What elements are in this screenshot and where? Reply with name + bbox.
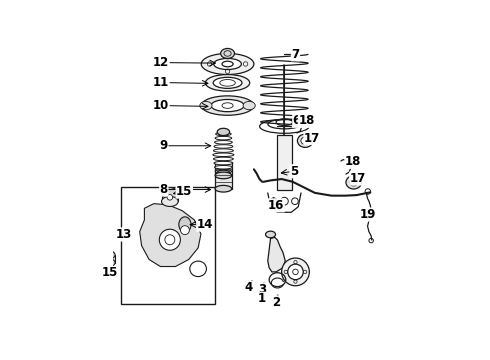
Ellipse shape xyxy=(162,188,178,199)
Text: 18: 18 xyxy=(298,114,315,127)
Text: 17: 17 xyxy=(350,172,366,185)
Ellipse shape xyxy=(216,132,231,136)
Ellipse shape xyxy=(243,102,255,110)
Ellipse shape xyxy=(266,231,275,238)
Ellipse shape xyxy=(200,102,212,110)
Circle shape xyxy=(288,264,303,280)
Ellipse shape xyxy=(180,226,189,235)
Text: 15: 15 xyxy=(101,266,118,279)
Ellipse shape xyxy=(215,172,232,179)
Circle shape xyxy=(167,194,172,200)
Text: 10: 10 xyxy=(153,99,169,112)
Ellipse shape xyxy=(214,149,233,152)
Ellipse shape xyxy=(215,166,232,169)
Text: 2: 2 xyxy=(272,296,280,309)
Ellipse shape xyxy=(217,128,230,135)
Ellipse shape xyxy=(104,251,115,259)
Ellipse shape xyxy=(190,261,206,276)
Text: 11: 11 xyxy=(153,76,169,89)
Ellipse shape xyxy=(297,134,313,148)
Ellipse shape xyxy=(346,176,362,189)
Ellipse shape xyxy=(213,153,234,157)
Bar xyxy=(277,135,292,190)
Circle shape xyxy=(292,198,298,204)
Ellipse shape xyxy=(201,96,254,115)
Ellipse shape xyxy=(217,170,230,177)
Circle shape xyxy=(282,258,309,286)
Text: 15: 15 xyxy=(176,185,193,198)
Ellipse shape xyxy=(215,185,232,192)
Ellipse shape xyxy=(179,217,191,232)
Text: 1: 1 xyxy=(258,292,266,305)
Ellipse shape xyxy=(214,157,233,161)
Text: 14: 14 xyxy=(196,218,213,231)
Polygon shape xyxy=(268,237,285,272)
Text: 5: 5 xyxy=(290,165,298,178)
Text: 19: 19 xyxy=(359,208,376,221)
Circle shape xyxy=(270,198,277,204)
Bar xyxy=(215,162,232,189)
Ellipse shape xyxy=(213,77,242,89)
Ellipse shape xyxy=(215,170,232,173)
Ellipse shape xyxy=(214,161,233,165)
Ellipse shape xyxy=(301,137,310,144)
Text: 13: 13 xyxy=(116,228,132,241)
Ellipse shape xyxy=(104,259,115,266)
Ellipse shape xyxy=(215,140,232,144)
Ellipse shape xyxy=(162,197,178,207)
Text: 16: 16 xyxy=(268,199,284,212)
Ellipse shape xyxy=(201,53,254,75)
Ellipse shape xyxy=(214,58,242,69)
Polygon shape xyxy=(140,204,201,266)
Ellipse shape xyxy=(205,75,250,91)
Text: 4: 4 xyxy=(244,281,252,294)
Text: 17: 17 xyxy=(304,131,320,144)
Circle shape xyxy=(159,229,180,250)
Text: 8: 8 xyxy=(160,183,168,196)
Text: 7: 7 xyxy=(292,48,299,61)
Ellipse shape xyxy=(220,49,235,58)
Bar xyxy=(104,255,115,263)
Text: 18: 18 xyxy=(345,156,361,168)
Ellipse shape xyxy=(349,179,358,186)
Ellipse shape xyxy=(211,99,244,112)
Bar xyxy=(162,193,178,202)
Text: 6: 6 xyxy=(293,114,301,127)
Ellipse shape xyxy=(214,145,233,148)
Text: 9: 9 xyxy=(160,139,168,152)
Circle shape xyxy=(107,257,112,261)
Ellipse shape xyxy=(215,136,232,140)
Bar xyxy=(121,187,215,304)
Text: 3: 3 xyxy=(258,283,266,296)
Text: 12: 12 xyxy=(153,56,169,69)
